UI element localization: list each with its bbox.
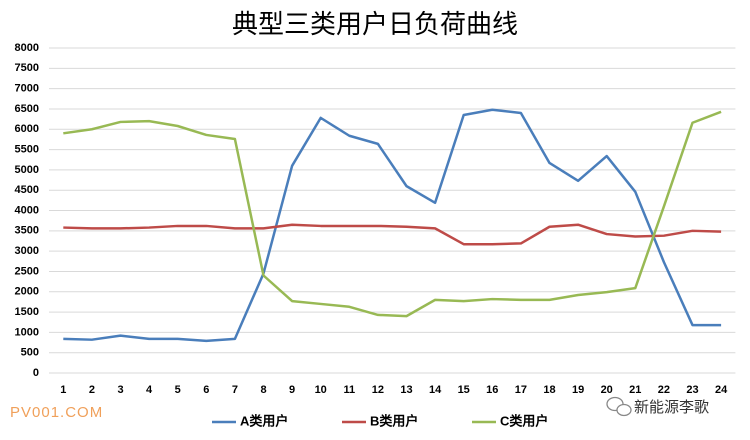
x-tick-label: 5 [175, 384, 181, 396]
x-tick-label: 8 [260, 384, 266, 396]
legend-label: C类用户 [500, 413, 548, 428]
series-line [63, 223, 722, 246]
y-tick-label: 8000 [15, 42, 39, 54]
x-tick-label: 2 [89, 384, 95, 396]
x-tick-label: 22 [658, 384, 670, 396]
y-tick-label: 500 [21, 347, 39, 359]
y-tick-label: 5000 [15, 164, 39, 176]
y-tick-label: 2000 [15, 286, 39, 298]
y-tick-label: 4500 [15, 184, 39, 196]
y-tick-label: 3500 [15, 225, 39, 237]
y-tick-label: 7500 [15, 62, 39, 74]
y-tick-label: 6000 [15, 123, 39, 135]
x-tick-label: 24 [715, 384, 728, 396]
legend-label: A类用户 [240, 413, 288, 428]
series-line [63, 108, 722, 343]
y-tick-label: 3000 [15, 245, 39, 257]
x-tick-label: 6 [203, 384, 209, 396]
x-tick-label: 17 [515, 384, 527, 396]
x-tick-label: 9 [289, 384, 295, 396]
y-tick-label: 0 [33, 367, 39, 379]
x-tick-label: 23 [686, 384, 698, 396]
watermark: 新能源李歌 [634, 399, 709, 416]
x-tick-label: 21 [629, 384, 641, 396]
y-tick-label: 7000 [15, 83, 39, 95]
series-line [63, 110, 722, 318]
x-tick-label: 16 [486, 384, 498, 396]
x-tick-label: 4 [146, 384, 153, 396]
x-tick-label: 7 [232, 384, 238, 396]
x-tick-label: 1 [60, 384, 66, 396]
x-tick-label: 14 [429, 384, 442, 396]
y-tick-label: 5500 [15, 143, 39, 155]
x-tick-label: 12 [372, 384, 384, 396]
x-tick-label: 15 [458, 384, 470, 396]
chart-title: 典型三类用户日负荷曲线 [232, 10, 518, 40]
y-tick-label: 1000 [15, 326, 39, 338]
y-tick-label: 4000 [15, 204, 39, 216]
x-tick-label: 18 [543, 384, 555, 396]
wechat-icon [606, 396, 632, 417]
x-tick-label: 19 [572, 384, 584, 396]
x-tick-label: 13 [400, 384, 412, 396]
x-tick-label: 20 [601, 384, 613, 396]
watermark: PV001.COM [10, 404, 103, 421]
x-tick-label: 3 [117, 384, 123, 396]
x-tick-label: 10 [315, 384, 327, 396]
y-tick-label: 6500 [15, 103, 39, 115]
y-tick-label: 2500 [15, 265, 39, 277]
legend-label: B类用户 [370, 413, 418, 428]
x-tick-label: 11 [343, 384, 355, 396]
y-tick-label: 1500 [15, 306, 39, 318]
